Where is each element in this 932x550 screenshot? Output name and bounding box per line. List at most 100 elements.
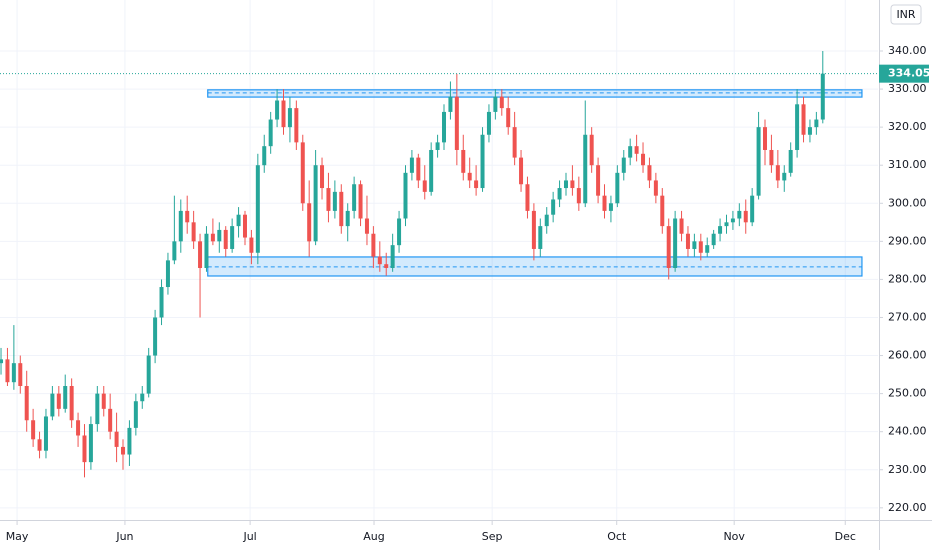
candle-body [570,180,575,189]
candle-body [153,317,158,356]
candle-body [519,157,524,185]
zone [207,89,863,98]
y-tick-label: 310.00 [888,158,927,171]
candle-body [641,153,646,166]
candle-body [820,73,825,120]
candle-body [615,172,620,204]
candle-body [18,363,23,387]
candle-body [769,149,774,166]
candle-body [596,165,601,196]
candle-body [454,96,459,150]
candle-body [602,195,607,211]
candle-body [11,363,16,383]
y-tick-label: 260.00 [888,349,927,362]
candle-body [313,165,318,242]
candle-body [108,408,113,432]
y-tick-label: 240.00 [888,425,927,438]
y-tick-label: 300.00 [888,196,927,209]
candle-body [673,218,678,268]
x-tick-label: Sep [482,530,503,543]
candle-body [409,157,414,173]
y-tick-label: 270.00 [888,310,927,323]
y-tick-label: 330.00 [888,82,927,95]
candle-body [397,218,402,246]
candle-body [133,401,138,428]
candle-body [377,256,382,265]
candle-body [551,199,556,215]
candle-body [165,260,170,288]
candle-body [775,165,780,181]
candle-body [474,180,479,189]
candle-body [531,210,536,249]
x-tick-label: Oct [607,530,627,543]
candle-body [358,184,363,219]
candle-body [76,420,81,436]
candle-body [429,149,434,192]
candle-body [146,355,151,394]
candle-body [390,245,395,268]
candle-body [763,127,768,150]
candle-body [692,241,697,249]
candle-body [807,127,812,135]
candle-body [448,96,453,112]
candle-body [101,393,106,409]
candle-body [307,203,312,242]
candle-body [621,157,626,173]
candle-body [480,134,485,189]
candle-body [512,127,517,158]
currency-box[interactable] [890,4,922,25]
candle-body [718,226,723,234]
candle-body [82,435,87,463]
candle-body [538,226,543,249]
y-tick-label: 250.00 [888,387,927,400]
candle-body [210,233,215,242]
y-tick-label: 290.00 [888,234,927,247]
candle-body [159,287,164,318]
candle-body [204,233,209,268]
candle-body [217,229,222,242]
candle-body [628,146,633,158]
candle-body [782,172,787,181]
y-tick-label: 230.00 [888,463,927,476]
candle-body [95,393,100,425]
candle-body [467,172,472,181]
candle-body [576,188,581,204]
candle-body [711,233,716,246]
candle-body [294,108,299,143]
x-tick-label: Aug [363,530,384,543]
candle-body [198,241,203,268]
candle-body [743,210,748,223]
candle-body [730,218,735,223]
candle-body [114,431,119,447]
candle-body [814,119,819,128]
candle-body [31,420,36,440]
candle-body [320,165,325,189]
currency-label[interactable]: INR [896,8,915,21]
candle-body [5,359,10,383]
candle-body [583,134,588,204]
candle-body [653,180,658,196]
candle-body [88,424,93,463]
candle-body [563,180,568,189]
y-tick-label: 340.00 [888,44,927,57]
candle-body [493,96,498,112]
candle-body [262,146,267,166]
candle-body [737,210,742,219]
candle-body [403,172,408,219]
candle-body [416,157,421,181]
candle-body [242,214,247,238]
candle-body [698,241,703,253]
candle-body [249,237,254,253]
currency-badge[interactable]: INR [890,4,922,25]
candle-body [364,218,369,234]
candle-body [255,165,260,253]
candle-body [230,226,235,249]
candle-body [121,446,126,455]
candle-body [268,119,273,147]
last-price-label: 334.05 [888,67,930,80]
candle-body [666,226,671,268]
candle-body [422,180,427,192]
candle-body [69,386,74,421]
candle-body [724,222,729,227]
